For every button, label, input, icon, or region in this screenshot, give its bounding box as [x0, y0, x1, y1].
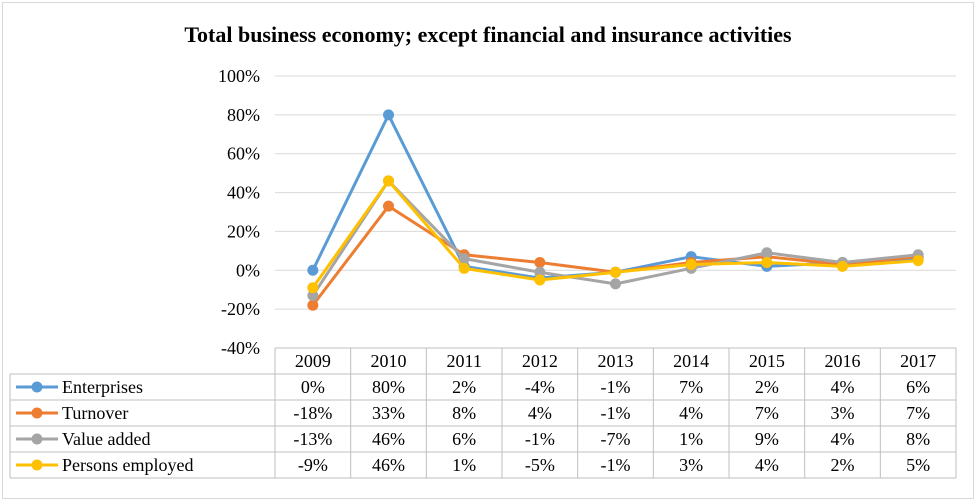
data-point [761, 257, 773, 269]
data-point [912, 255, 924, 267]
table-value: 1% [679, 429, 703, 449]
table-value: -9% [298, 455, 328, 475]
data-point [761, 247, 773, 259]
table-value: -4% [525, 377, 555, 397]
table-value: 2% [831, 455, 855, 475]
series-line [311, 204, 919, 307]
x-category-label: 2013 [598, 351, 634, 371]
table-value: -5% [525, 455, 555, 475]
x-category-label: 2010 [371, 351, 407, 371]
table-value: 46% [372, 429, 405, 449]
data-point [534, 266, 546, 278]
data-point [534, 274, 546, 286]
table-value: 8% [906, 429, 930, 449]
data-point [307, 290, 319, 302]
y-tick-label: -20% [221, 299, 260, 319]
x-category-label: 2012 [522, 351, 558, 371]
table-value: -1% [601, 377, 631, 397]
y-tick-label: 100% [218, 66, 260, 86]
table-value: 7% [906, 403, 930, 423]
data-point [610, 278, 621, 290]
y-tick-label: 0% [236, 260, 260, 280]
data-point [534, 257, 546, 269]
table-value: 80% [372, 377, 405, 397]
data-point [307, 264, 319, 276]
table-value: 8% [452, 403, 476, 423]
table-value: 4% [831, 429, 855, 449]
data-point [383, 175, 394, 187]
table-value: 6% [452, 429, 476, 449]
table-value: -1% [525, 429, 555, 449]
x-category-label: 2014 [673, 351, 709, 371]
legend-series-name: Enterprises [62, 377, 143, 397]
x-category-label: 2017 [900, 351, 936, 371]
table-value: 4% [831, 377, 855, 397]
y-tick-label: 60% [227, 144, 260, 164]
table-value: 2% [452, 377, 476, 397]
table-value: 9% [755, 429, 779, 449]
data-point [458, 262, 470, 274]
x-category-label: 2016 [825, 351, 861, 371]
data-point [383, 200, 394, 212]
table-value: 7% [679, 377, 703, 397]
table-value: 3% [679, 455, 703, 475]
table-value: 4% [679, 403, 703, 423]
legend-series-name: Turnover [62, 403, 128, 423]
data-point [458, 253, 470, 265]
table-value: -1% [601, 403, 631, 423]
x-category-label: 2011 [446, 351, 481, 371]
legend-key-marker [31, 407, 43, 419]
chart-title: Total business economy; except financial… [184, 22, 792, 47]
table-value: 3% [831, 403, 855, 423]
table-value: -7% [601, 429, 631, 449]
legend-key-marker [31, 381, 43, 393]
y-tick-label: 80% [227, 105, 260, 125]
data-point [837, 260, 848, 272]
table-value: 2% [755, 377, 779, 397]
table-value: 33% [372, 403, 405, 423]
data-point [610, 266, 621, 278]
table-value: 4% [755, 455, 779, 475]
legend-key-marker [31, 459, 43, 471]
y-tick-label: -40% [221, 338, 260, 358]
legend-key-marker [31, 433, 43, 445]
x-category-label: 2009 [295, 351, 331, 371]
data-point [307, 299, 319, 311]
legend-series-name: Value added [62, 429, 150, 449]
data-point [307, 282, 319, 294]
table-value: 4% [528, 403, 552, 423]
x-category-label: 2015 [749, 351, 785, 371]
table-value: 1% [452, 455, 476, 475]
table-value: 46% [372, 455, 405, 475]
legend-series-name: Persons employed [62, 455, 193, 475]
table-value: -18% [293, 403, 332, 423]
table-value: 7% [755, 403, 779, 423]
data-point [383, 109, 394, 121]
data-point [685, 258, 697, 270]
table-value: 5% [906, 455, 930, 475]
y-tick-label: 20% [227, 221, 260, 241]
table-value: -1% [601, 455, 631, 475]
y-tick-label: 40% [227, 183, 260, 203]
table-value: 0% [301, 377, 325, 397]
table-value: -13% [293, 429, 332, 449]
table-value: 6% [906, 377, 930, 397]
